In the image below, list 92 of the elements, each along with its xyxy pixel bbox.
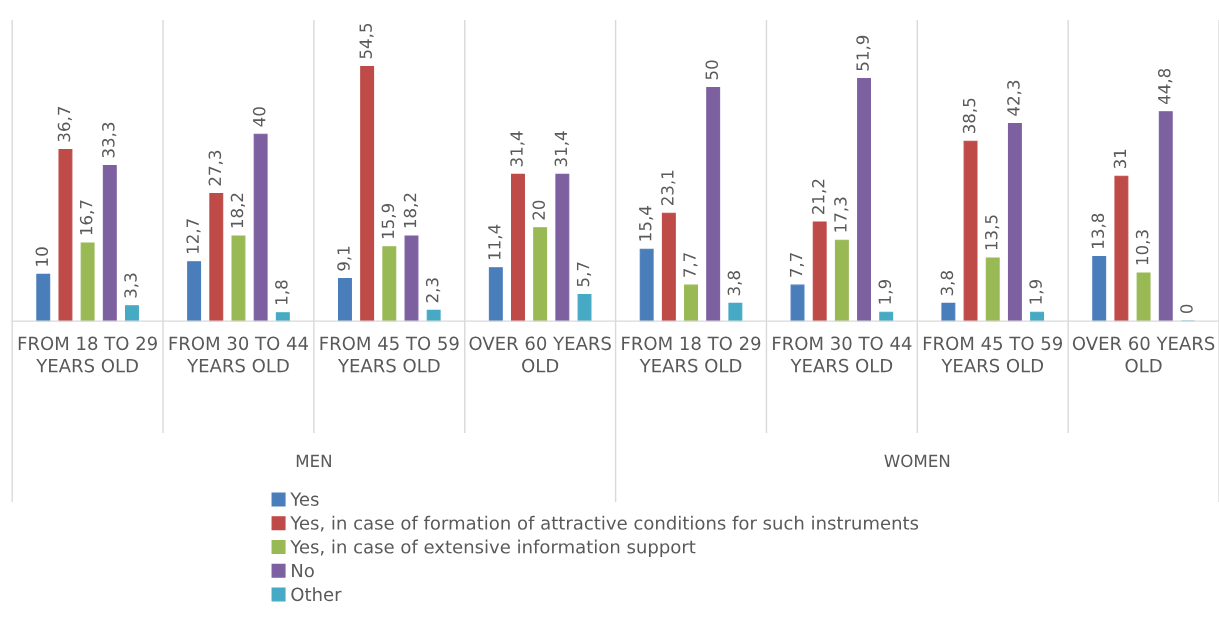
bar [661, 212, 676, 322]
x-tick-label: FROM 45 TO 59 YEARS OLD [320, 336, 459, 373]
legend-label: Yes, in case of formation of attractive conditions for such instruments [290, 515, 919, 532]
data-label: 18,2 [230, 193, 245, 228]
x-tick-label: OVER 60 YEARS OLD [1072, 336, 1215, 373]
data-label: 23,1 [661, 170, 676, 206]
text: MEN [296, 454, 331, 467]
bar [124, 305, 139, 322]
bar [577, 293, 592, 322]
data-label: 40 [252, 107, 266, 127]
data-label: 11,4 [488, 224, 503, 260]
x-tick-label: FROM 18 TO 29 YEARS OLD [622, 336, 761, 373]
data-label: 7,7 [789, 253, 805, 277]
bar [985, 257, 1000, 322]
data-label: 10,3 [1135, 230, 1151, 265]
bar [338, 278, 352, 322]
data-label: 13,8 [1091, 213, 1106, 248]
data-label: 3,8 [727, 271, 742, 296]
bar [102, 164, 117, 322]
data-label: 20 [532, 200, 546, 220]
bar [58, 149, 73, 322]
bar [511, 173, 525, 322]
bar [231, 235, 246, 322]
bar [555, 173, 570, 322]
data-label: 9,1 [337, 246, 352, 271]
data-label: 54,5 [359, 23, 374, 59]
text: WOMEN [884, 454, 950, 468]
bar [80, 242, 95, 322]
data-label: 51,9 [856, 35, 871, 71]
bar [639, 248, 654, 322]
x-tick-label: FROM 30 TO 44 YEARS OLD [169, 336, 309, 373]
bar [209, 193, 224, 322]
bar [1136, 272, 1151, 322]
bar [382, 246, 397, 322]
data-label: 3,8 [940, 271, 955, 296]
bar [963, 140, 978, 322]
bar [812, 221, 827, 322]
data-label: 31,4 [554, 131, 569, 167]
bar [404, 235, 419, 322]
data-label: 15,9 [381, 203, 396, 239]
data-label: 44,8 [1157, 68, 1173, 105]
bar [941, 302, 956, 322]
data-label: 1,9 [878, 279, 893, 304]
x-tick-label: FROM 45 TO 59 YEARS OLD [923, 336, 1063, 373]
bar [790, 284, 805, 322]
bar [1158, 111, 1173, 322]
data-label: 17,3 [834, 197, 849, 232]
data-label: 33,3 [102, 122, 117, 158]
data-label: 1,8 [275, 280, 290, 304]
legend-label: Yes [290, 492, 319, 506]
data-label: 50 [705, 60, 719, 80]
data-label: 1,9 [1029, 279, 1044, 304]
x-tick-label: FROM 18 TO 29 YEARS OLD [18, 336, 157, 373]
bar [706, 86, 721, 322]
bar [1114, 175, 1129, 322]
bar [426, 309, 441, 322]
data-label: 21,2 [811, 179, 827, 214]
bar [275, 312, 290, 322]
legend-label: No [292, 563, 314, 578]
data-label: 38,5 [962, 98, 978, 134]
bar [533, 227, 548, 322]
bar [1007, 122, 1022, 322]
data-label: 18,2 [403, 193, 419, 228]
bar [253, 133, 268, 322]
legend-label: Yes, in case of extensive information support [290, 539, 696, 558]
bar [857, 78, 872, 322]
x-tick-label: OVER 60 YEARS OLD [469, 336, 611, 373]
bar [684, 284, 698, 322]
data-label: 12,7 [186, 219, 201, 254]
bar [187, 261, 202, 322]
bar [360, 65, 375, 322]
data-label: 31 [1113, 149, 1127, 169]
data-label: 13,5 [984, 215, 1000, 250]
data-label: 3,3 [124, 273, 139, 298]
data-label: 36,7 [57, 107, 72, 142]
data-label: 16,7 [79, 200, 95, 235]
bar [488, 267, 503, 322]
data-label: 10 [35, 247, 49, 266]
data-label: 5,7 [576, 262, 592, 287]
bar [728, 302, 743, 322]
bar [834, 239, 849, 322]
data-label: 2,3 [425, 278, 441, 303]
data-label: 27,3 [208, 150, 223, 186]
legend-label: Other [291, 587, 342, 602]
bar [1092, 256, 1107, 322]
data-label: 7,7 [683, 253, 698, 277]
data-label: 0 [1180, 304, 1193, 314]
x-tick-label: FROM 30 TO 44 YEARS OLD [773, 336, 912, 373]
data-label: 15,4 [639, 206, 654, 241]
data-label: 31,4 [510, 131, 525, 167]
bar [36, 273, 51, 322]
data-label: 42,3 [1007, 80, 1022, 116]
